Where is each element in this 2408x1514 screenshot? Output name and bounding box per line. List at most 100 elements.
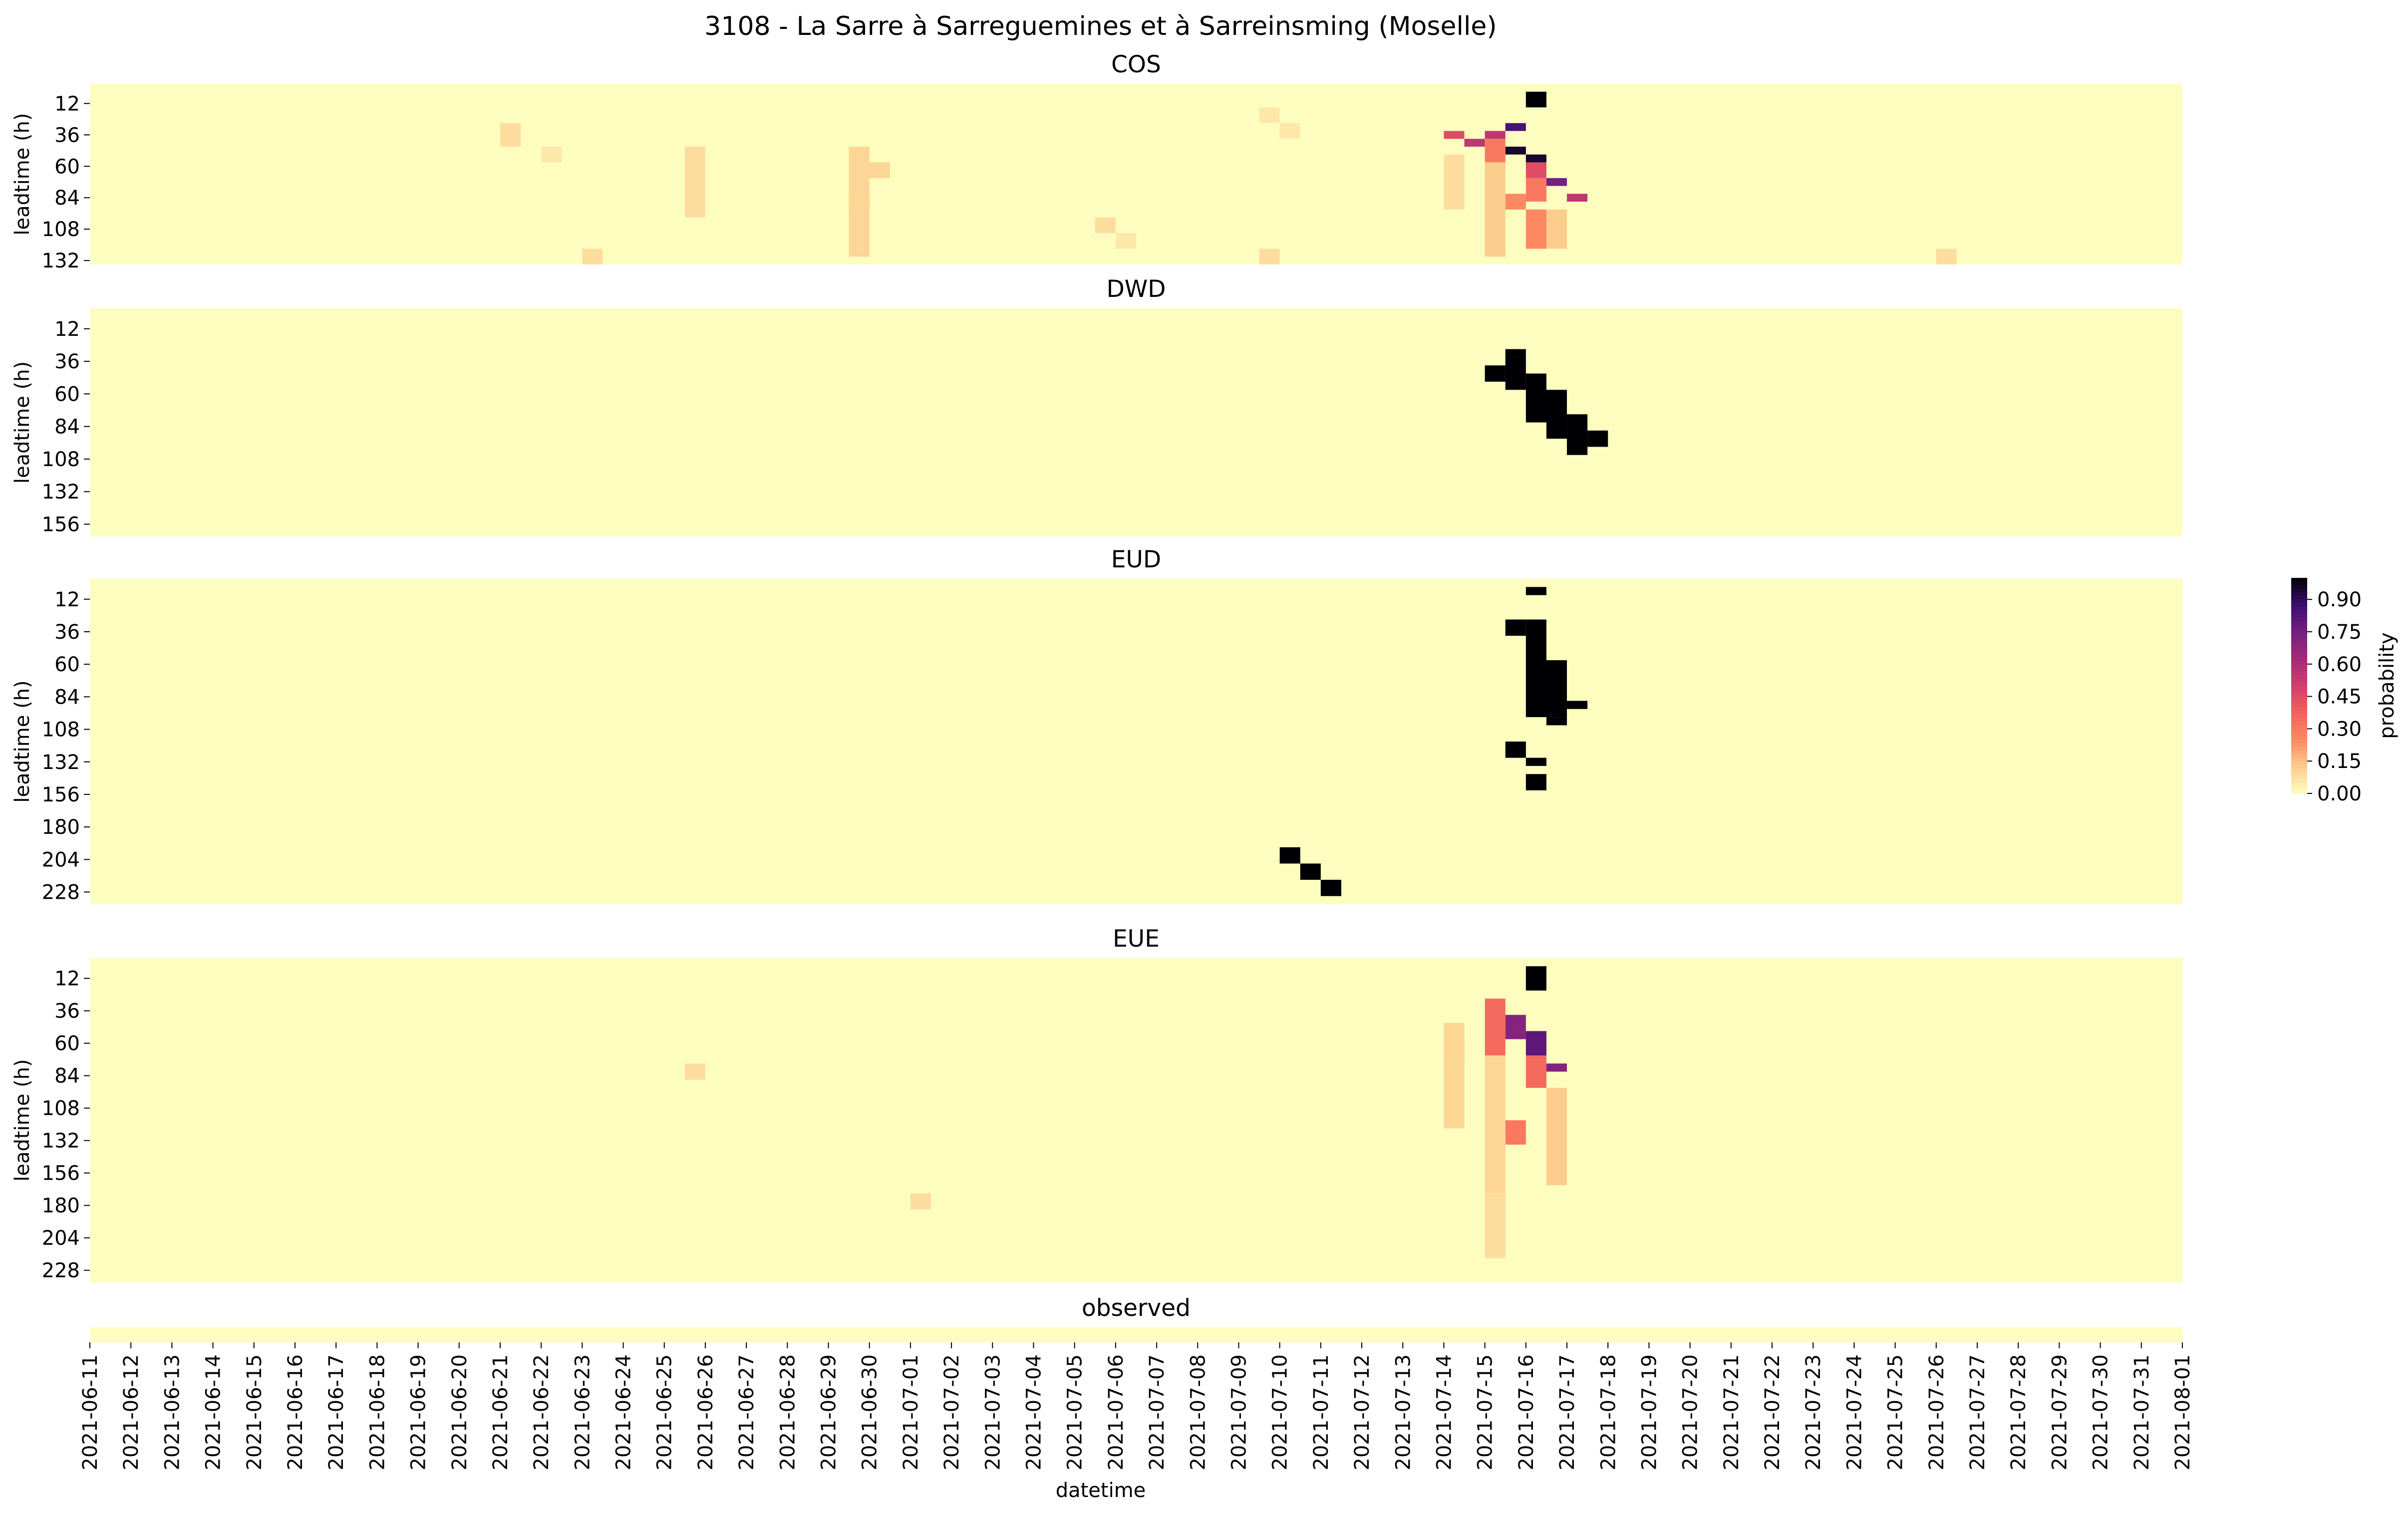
colorbar-swatch: [2291, 657, 2307, 661]
heatmap-cell: [1115, 233, 1136, 249]
heatmap-cell: [1525, 774, 1546, 790]
x-tick-label: 2021-07-29: [2048, 1354, 2071, 1470]
panel-title: COS: [1111, 51, 1161, 78]
colorbar-swatch: [2291, 596, 2307, 600]
x-tick-label: 2021-07-08: [1187, 1354, 1209, 1470]
colorbar-swatch: [2291, 646, 2307, 650]
panel-cos: COS leadtime (h) 12 36 60 84 108 132: [11, 51, 2182, 272]
x-tick-label: 2021-06-27: [735, 1354, 758, 1470]
x-tick-label: 2021-06-12: [120, 1354, 143, 1470]
x-tick-label: 2021-07-25: [1884, 1354, 1907, 1470]
heatmap-cell: [910, 1193, 931, 1210]
y-tick-label: 156: [42, 1162, 80, 1185]
y-tick-label: 60: [54, 1032, 80, 1055]
colorbar-swatch: [2291, 754, 2307, 758]
y-tick-label: 36: [54, 350, 80, 373]
x-tick-label: 2021-07-03: [981, 1354, 1004, 1470]
colorbar-swatch: [2291, 732, 2307, 737]
x-tick-label: 2021-07-11: [1310, 1354, 1333, 1470]
heatmap-cell: [1485, 139, 1505, 163]
colorbar-swatch: [2291, 722, 2307, 726]
colorbar-swatch: [2291, 764, 2307, 769]
heatmap-cell: [1095, 217, 1116, 234]
colorbar-swatch: [2291, 750, 2307, 755]
colorbar-swatch: [2291, 757, 2307, 761]
colorbar-tick-label: 0.00: [2317, 782, 2362, 805]
x-tick-label: 2021-06-13: [161, 1354, 184, 1470]
x-tick-label: 2021-07-31: [2130, 1354, 2153, 1470]
heatmap-cell: [1505, 123, 1526, 131]
heatmap-cell: [1546, 209, 1567, 249]
heatmap-cell: [684, 146, 705, 218]
x-tick-label: 2021-06-17: [325, 1354, 348, 1470]
colorbar-tick-label: 0.75: [2317, 621, 2362, 644]
y-tick-label: 108: [42, 1097, 80, 1120]
heatmap-cell: [1525, 966, 1546, 991]
heatmap-cell: [1485, 162, 1505, 257]
colorbar-swatch: [2291, 768, 2307, 772]
colorbar-swatch: [2291, 599, 2307, 603]
colorbar-swatch: [2291, 789, 2307, 794]
y-tick-label: 156: [42, 783, 80, 806]
colorbar-swatch: [2291, 743, 2307, 747]
y-tick-label: 108: [42, 218, 80, 241]
colorbar-tick-label: 0.15: [2317, 750, 2362, 773]
x-tick-label: 2021-07-05: [1064, 1354, 1087, 1470]
x-tick-label: 2021-06-16: [284, 1354, 307, 1470]
x-tick-label: 2021-06-28: [776, 1354, 799, 1470]
colorbar-swatch: [2291, 689, 2307, 693]
colorbar-swatch: [2291, 671, 2307, 675]
x-tick-label: 2021-07-27: [1966, 1354, 1989, 1470]
colorbar-swatch: [2291, 624, 2307, 629]
colorbar-swatch: [2291, 707, 2307, 711]
colorbar-swatch: [2291, 660, 2307, 665]
y-tick-label: 108: [42, 719, 80, 742]
colorbar-swatch: [2291, 639, 2307, 643]
heatmap-cell: [1525, 91, 1546, 108]
heatmap-cell: [1259, 249, 1280, 264]
heatmap-cell: [1485, 1055, 1505, 1194]
colorbar-swatch: [2291, 775, 2307, 779]
heatmap-cell: [1485, 131, 1505, 139]
heatmap-cell: [1320, 880, 1341, 896]
panel-dwd: DWD leadtime (h) 12 36 60 84 108 132 156: [11, 275, 2182, 536]
x-tick-label: 2021-07-01: [900, 1354, 922, 1470]
colorbar-swatch: [2291, 725, 2307, 729]
x-tick-label: 2021-07-06: [1105, 1354, 1128, 1470]
colorbar-swatch: [2291, 736, 2307, 740]
heatmap-cell: [1567, 194, 1588, 202]
x-tick-label: 2021-06-29: [818, 1354, 841, 1470]
heatmap-cell: [1444, 1023, 1465, 1129]
colorbar-swatch: [2291, 700, 2307, 704]
heatmap-cell: [1505, 146, 1526, 155]
x-tick-label: 2021-07-09: [1227, 1354, 1250, 1470]
heatmap-cell: [1505, 357, 1526, 390]
colorbar-swatch: [2291, 686, 2307, 690]
colorbar: 0.00 0.15 0.30 0.45 0.60 0.75 0.90 probability: [2291, 578, 2399, 805]
y-tick-label: 132: [42, 481, 80, 504]
x-tick-label: 2021-07-23: [1802, 1354, 1825, 1470]
heatmap-cell: [1279, 123, 1300, 139]
x-tick-label: 2021-07-10: [1269, 1354, 1292, 1470]
colorbar-swatch: [2291, 782, 2307, 787]
heatmap-cell: [1505, 194, 1526, 210]
y-axis-label: leadtime (h): [11, 680, 34, 802]
heatmap-cell: [1525, 209, 1546, 249]
heatmap-cell: [869, 162, 890, 178]
colorbar-swatch: [2291, 592, 2307, 596]
heatmap-cell: [1505, 1120, 1526, 1145]
y-tick-label: 84: [54, 416, 80, 439]
x-tick-label: 2021-07-04: [1023, 1354, 1046, 1470]
colorbar-swatch: [2291, 786, 2307, 790]
panel-background: [90, 958, 2182, 1282]
heatmap-cell: [1505, 1014, 1526, 1039]
colorbar-swatch: [2291, 621, 2307, 625]
colorbar-swatch: [2291, 610, 2307, 614]
heatmap-cell: [1546, 1063, 1567, 1072]
x-tick-label: 2021-07-13: [1392, 1354, 1415, 1470]
y-tick-label: 132: [42, 250, 80, 272]
heatmap-cell: [1525, 1031, 1546, 1055]
y-tick-label: 204: [42, 1227, 80, 1250]
figure-title: 3108 - La Sarre à Sarreguemines et à Sar…: [704, 11, 1497, 41]
heatmap-cell: [849, 146, 870, 257]
